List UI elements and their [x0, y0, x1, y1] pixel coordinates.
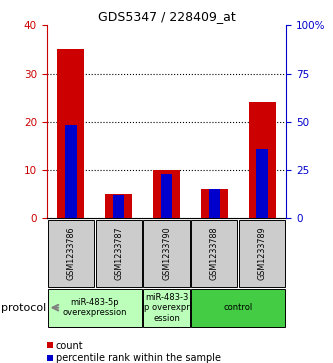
Bar	[57, 49, 84, 218]
Bar	[208, 189, 220, 218]
Bar	[48, 220, 94, 287]
Bar	[105, 194, 132, 218]
Text: GSM1233789: GSM1233789	[258, 227, 267, 280]
Text: GSM1233790: GSM1233790	[162, 227, 171, 280]
Bar	[201, 189, 228, 218]
Text: GSM1233786: GSM1233786	[66, 227, 75, 280]
Bar	[144, 289, 189, 327]
Text: miR-483-3
p overexpr
ession: miR-483-3 p overexpr ession	[144, 293, 189, 323]
Bar	[113, 195, 125, 218]
Text: GSM1233788: GSM1233788	[210, 227, 219, 280]
Bar	[96, 220, 142, 287]
Title: GDS5347 / 228409_at: GDS5347 / 228409_at	[98, 10, 235, 23]
Bar	[161, 174, 172, 218]
Bar	[65, 126, 77, 218]
Bar	[256, 148, 268, 218]
Bar	[191, 220, 237, 287]
Bar	[191, 289, 285, 327]
Bar	[249, 102, 276, 218]
Bar	[48, 289, 142, 327]
Bar	[239, 220, 285, 287]
Text: control: control	[224, 303, 253, 312]
Text: GSM1233787: GSM1233787	[114, 227, 123, 280]
Bar	[144, 220, 189, 287]
Text: protocol: protocol	[1, 303, 47, 313]
Text: miR-483-5p
overexpression: miR-483-5p overexpression	[62, 298, 127, 317]
Text: percentile rank within the sample: percentile rank within the sample	[56, 353, 221, 363]
Text: count: count	[56, 340, 84, 351]
Bar	[153, 170, 180, 218]
